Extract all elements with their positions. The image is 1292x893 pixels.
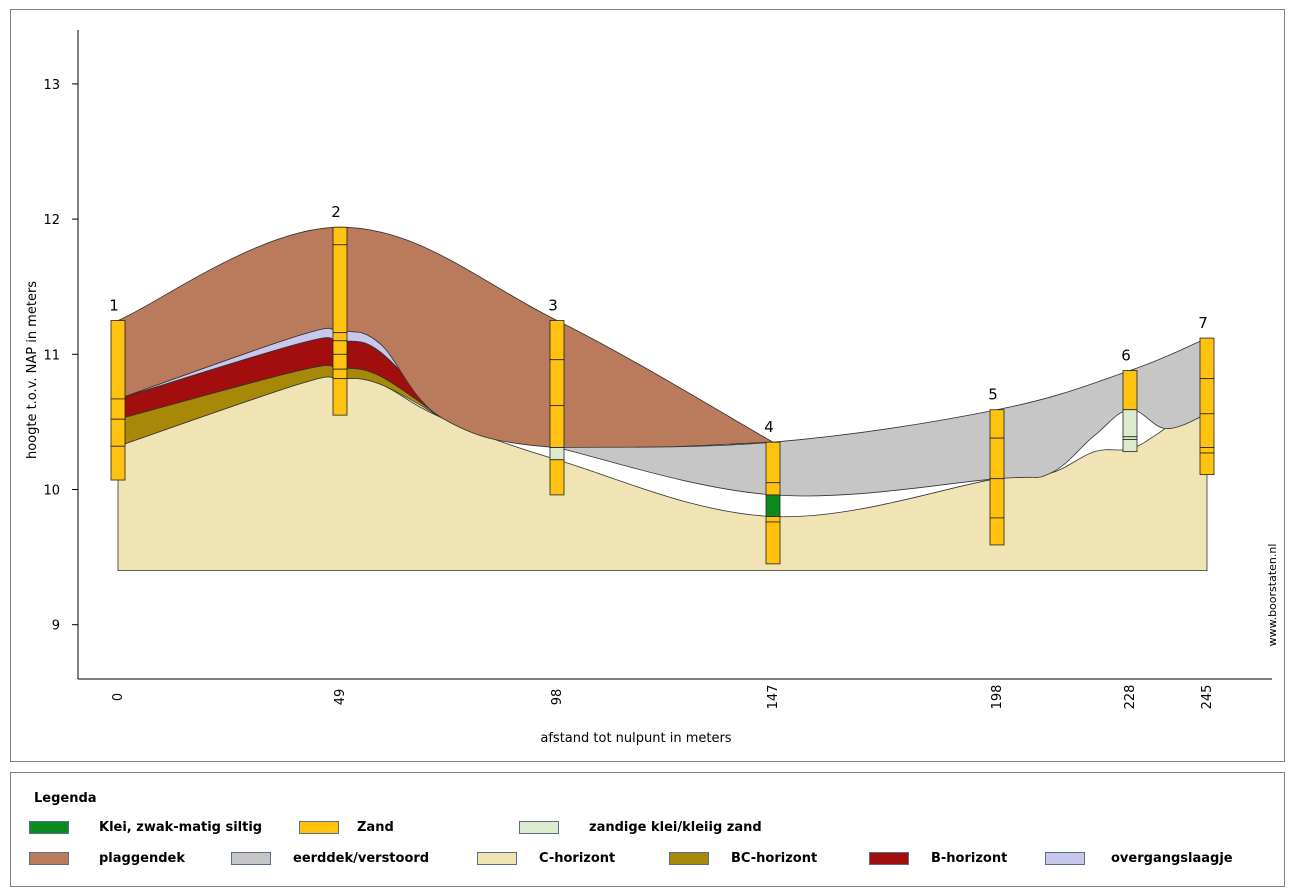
legend-swatch bbox=[477, 852, 517, 865]
borehole-3-segment bbox=[549, 447, 565, 461]
legend-label: Zand bbox=[357, 820, 394, 835]
borehole-3-segment bbox=[549, 320, 565, 361]
borehole-4-segment bbox=[765, 494, 781, 517]
borehole-5-segment bbox=[989, 437, 1005, 480]
borehole-5-label: 5 bbox=[988, 386, 998, 404]
y-tick-label: 13 bbox=[43, 78, 60, 93]
x-axis-title: afstand tot nulpunt in meters bbox=[540, 731, 731, 746]
borehole-3: 3 bbox=[548, 297, 565, 496]
borehole-5-segment bbox=[989, 478, 1005, 519]
legend-label: BC-horizont bbox=[731, 851, 818, 866]
legend-frame: Legenda Klei, zwak-matig siltig Zand zandi… bbox=[10, 772, 1285, 887]
borehole-2-segment bbox=[332, 226, 348, 246]
borehole-4-segment bbox=[765, 521, 781, 565]
borehole-1-segment bbox=[110, 445, 126, 481]
y-axis-title: hoogte t.o.v. NAP in meters bbox=[25, 281, 40, 459]
borehole-6-segment bbox=[1122, 370, 1138, 411]
legend-swatch bbox=[869, 852, 909, 865]
legend-label: eerddek/verstoord bbox=[293, 851, 430, 866]
borehole-2-segment bbox=[332, 353, 348, 370]
x-tick-label: 49 bbox=[333, 689, 348, 706]
borehole-7-segment bbox=[1199, 447, 1215, 454]
borehole-6: 6 bbox=[1121, 347, 1138, 453]
x-tick-label: 198 bbox=[990, 685, 1005, 710]
borehole-2-segment bbox=[332, 340, 348, 355]
soil-layers bbox=[117, 226, 1208, 572]
x-tick-label: 0 bbox=[111, 693, 126, 701]
y-tick-label: 10 bbox=[43, 484, 60, 499]
legend-label: C-horizont bbox=[539, 851, 616, 866]
borehole-2-segment bbox=[332, 378, 348, 416]
borehole-1-label: 1 bbox=[109, 297, 119, 315]
borehole-1-segment bbox=[110, 418, 126, 447]
legend-title: Legenda bbox=[34, 791, 97, 806]
borehole-1: 1 bbox=[109, 297, 126, 481]
borehole-3-label: 3 bbox=[548, 297, 558, 315]
y-tick-label: 12 bbox=[43, 213, 60, 228]
borehole-2: 2 bbox=[331, 203, 348, 416]
borehole-6-segment bbox=[1122, 436, 1138, 440]
borehole-7-segment bbox=[1199, 378, 1215, 415]
borehole-5-segment bbox=[989, 517, 1005, 546]
borehole-6-segment bbox=[1122, 409, 1138, 438]
borehole-4-label: 4 bbox=[764, 418, 774, 436]
borehole-1-segment bbox=[110, 398, 126, 420]
borehole-7-label: 7 bbox=[1198, 314, 1208, 332]
legend-label: Klei, zwak-matig siltig bbox=[99, 820, 263, 835]
borehole-2-label: 2 bbox=[331, 203, 341, 221]
legend-swatch bbox=[1045, 852, 1085, 865]
borehole-3-segment bbox=[549, 359, 565, 407]
legend-swatch bbox=[519, 821, 559, 834]
borehole-7: 7 bbox=[1198, 314, 1215, 476]
borehole-2-segment bbox=[332, 332, 348, 342]
borehole-4-segment bbox=[765, 441, 781, 484]
legend-swatch bbox=[29, 821, 69, 834]
borehole-1-segment bbox=[110, 320, 126, 400]
legend-swatch bbox=[669, 852, 709, 865]
layer-eerddek-verstoord bbox=[556, 337, 1208, 497]
watermark-text: www.boorstaten.nl bbox=[1266, 544, 1279, 647]
legend-swatch bbox=[299, 821, 339, 834]
y-tick-label: 11 bbox=[43, 348, 60, 363]
boreholes: 1 2 3 4 5 6 7 bbox=[109, 203, 1215, 565]
legend-label: zandige klei/kleiig zand bbox=[589, 820, 762, 835]
legend-label: plaggendek bbox=[99, 851, 185, 866]
borehole-7-segment bbox=[1199, 452, 1215, 476]
borehole-6-segment bbox=[1122, 439, 1138, 453]
legend-swatch bbox=[29, 852, 69, 865]
legend-swatch bbox=[231, 852, 271, 865]
x-tick-label: 98 bbox=[550, 689, 565, 706]
legend-label: overgangslaagje bbox=[1111, 851, 1233, 866]
borehole-2-segment bbox=[332, 244, 348, 334]
borehole-4-segment bbox=[765, 516, 781, 523]
borehole-2-segment bbox=[332, 368, 348, 380]
x-tick-label: 147 bbox=[766, 685, 781, 710]
y-tick-label: 9 bbox=[52, 619, 60, 634]
borehole-4: 4 bbox=[764, 418, 781, 565]
borehole-7-segment bbox=[1199, 337, 1215, 380]
legend-label: B-horizont bbox=[931, 851, 1008, 866]
borehole-7-segment bbox=[1199, 413, 1215, 448]
x-tick-label: 228 bbox=[1123, 685, 1138, 710]
borehole-3-segment bbox=[549, 459, 565, 496]
borehole-4-segment bbox=[765, 482, 781, 496]
borehole-5-segment bbox=[989, 409, 1005, 439]
x-tick-label: 245 bbox=[1200, 685, 1215, 710]
borehole-3-segment bbox=[549, 405, 565, 448]
borehole-5: 5 bbox=[988, 386, 1005, 546]
borehole-6-label: 6 bbox=[1121, 347, 1131, 365]
